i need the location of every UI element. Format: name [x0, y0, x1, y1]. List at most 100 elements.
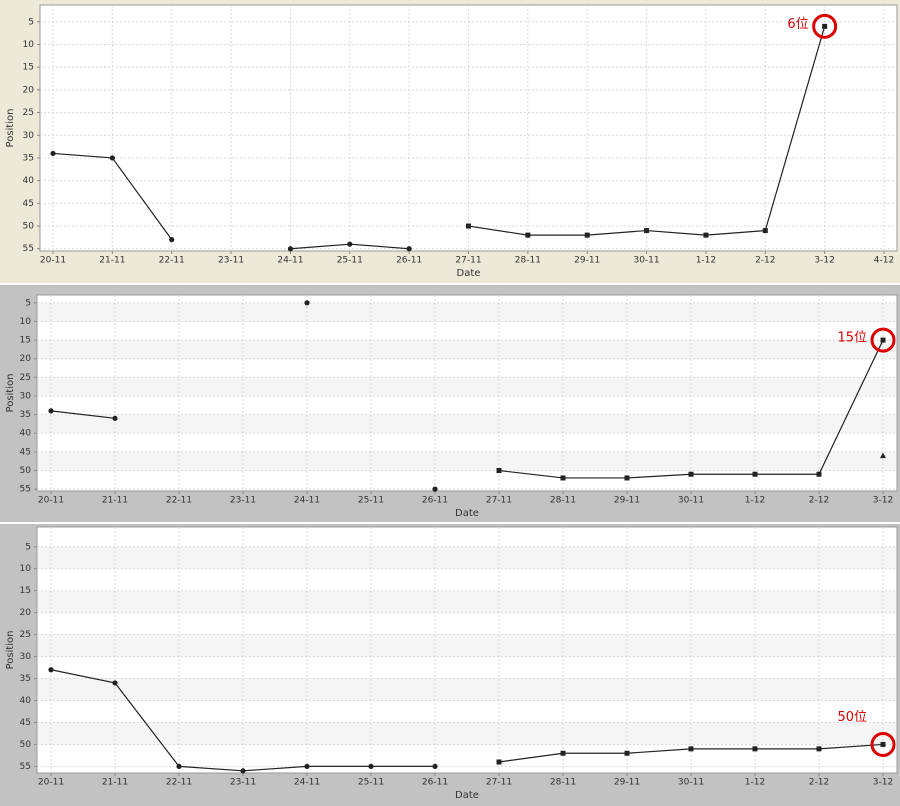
y-tick-label: 55	[20, 485, 31, 495]
marker	[880, 337, 886, 343]
y-tick-label: 5	[25, 298, 31, 308]
x-tick-label: 29-11	[614, 778, 640, 788]
x-tick-label: 24-11	[277, 256, 303, 266]
x-tick-label: 1-12	[696, 256, 716, 266]
x-tick-label: 20-11	[38, 778, 64, 788]
highlight-ring	[870, 327, 896, 353]
y-axis-label: Position	[5, 374, 16, 413]
x-tick-label: 27-11	[455, 256, 481, 266]
y-tick-label: 15	[20, 586, 31, 596]
marker	[703, 232, 709, 238]
x-tick-label: 22-11	[166, 496, 192, 506]
y-tick-label: 15	[23, 63, 34, 73]
annotation: 15位	[837, 331, 867, 346]
y-tick-label: 30	[23, 131, 35, 141]
y-tick-label: 25	[23, 108, 34, 118]
x-tick-label: 3-12	[873, 496, 893, 506]
x-tick-label: 20-11	[38, 496, 64, 506]
y-tick-label: 10	[23, 40, 35, 50]
marker	[109, 155, 115, 161]
x-tick-label: 29-11	[574, 256, 600, 266]
x-tick-label: 29-11	[614, 496, 640, 506]
x-tick-label: 28-11	[550, 496, 576, 506]
marker	[762, 228, 768, 234]
marker	[304, 763, 310, 770]
y-tick-label: 10	[20, 317, 32, 327]
band	[38, 722, 896, 745]
band	[38, 678, 896, 701]
y-tick-label: 50	[20, 466, 32, 476]
y-tick-label: 35	[20, 410, 31, 420]
marker	[112, 415, 118, 421]
x-tick-label: 28-11	[550, 778, 576, 788]
marker	[644, 228, 650, 234]
marker	[560, 475, 566, 481]
y-tick-label: 5	[28, 17, 34, 27]
y-tick-label: 35	[20, 674, 31, 684]
marker	[880, 741, 886, 747]
x-tick-label: 30-11	[678, 778, 704, 788]
marker	[432, 486, 438, 492]
y-axis-label: Position	[5, 109, 16, 148]
x-tick-label: 23-11	[218, 256, 244, 266]
x-tick-label: 21-11	[99, 256, 125, 266]
y-tick-label: 25	[20, 630, 31, 640]
marker	[688, 746, 694, 752]
x-tick-label: 30-11	[678, 496, 704, 506]
x-tick-label: 27-11	[486, 496, 512, 506]
x-tick-label: 25-11	[337, 256, 363, 266]
marker	[50, 150, 56, 157]
y-tick-label: 40	[20, 696, 32, 706]
y-axis-label: Position	[5, 631, 16, 670]
y-tick-label: 15	[20, 336, 31, 346]
x-axis-label: Date	[457, 268, 481, 279]
x-tick-label: 23-11	[230, 496, 256, 506]
band	[38, 414, 896, 434]
y-tick-label: 55	[20, 762, 31, 772]
y-tick-label: 45	[20, 718, 31, 728]
x-tick-label: 23-11	[230, 778, 256, 788]
x-tick-label: 4-12	[874, 256, 894, 266]
y-tick-label: 5	[25, 542, 31, 552]
marker	[880, 452, 886, 459]
marker	[112, 680, 118, 686]
y-tick-label: 50	[20, 740, 32, 750]
marker	[304, 300, 310, 306]
x-tick-label: 21-11	[102, 778, 128, 788]
x-axis-label: Date	[455, 508, 479, 519]
marker	[496, 759, 502, 765]
marker	[496, 468, 502, 474]
x-tick-label: 2-12	[755, 256, 775, 266]
marker	[287, 246, 294, 252]
band	[38, 377, 896, 396]
marker	[176, 763, 182, 770]
y-tick-label: 45	[23, 199, 34, 209]
band	[38, 634, 896, 657]
x-tick-label: 26-11	[396, 256, 422, 266]
y-tick-label: 40	[20, 429, 32, 439]
y-tick-label: 35	[23, 153, 34, 163]
y-tick-label: 30	[20, 391, 32, 401]
x-tick-label: 2-12	[809, 778, 829, 788]
x-tick-label: 3-12	[873, 778, 893, 788]
x-tick-label: 3-12	[814, 256, 834, 266]
x-tick-label: 26-11	[422, 496, 448, 506]
marker	[48, 408, 54, 414]
y-tick-label: 20	[23, 85, 35, 95]
x-axis-label: Date	[455, 790, 479, 801]
marker	[816, 471, 822, 477]
marker	[432, 763, 438, 770]
x-tick-label: 28-11	[515, 256, 541, 266]
x-tick-label: 24-11	[294, 778, 320, 788]
marker	[688, 471, 694, 477]
marker	[624, 475, 630, 481]
y-tick-label: 20	[20, 608, 32, 618]
highlight-ring	[870, 731, 896, 757]
y-tick-label: 20	[20, 354, 32, 364]
y-tick-label: 25	[20, 373, 31, 383]
marker	[822, 23, 828, 29]
y-tick-label: 50	[23, 222, 35, 232]
marker	[169, 237, 175, 243]
x-tick-label: 2-12	[809, 496, 829, 506]
x-tick-label: 1-12	[745, 496, 765, 506]
